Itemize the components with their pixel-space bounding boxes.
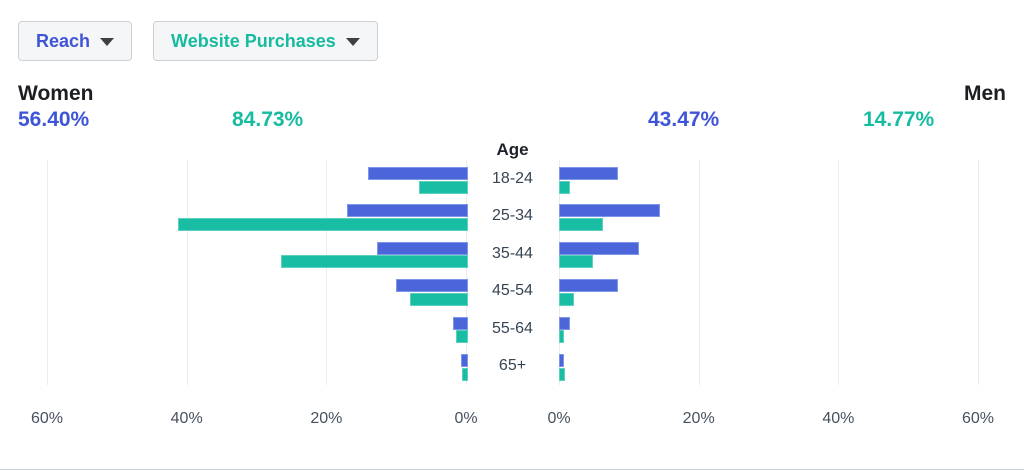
website-purchases-dropdown-label: Website Purchases: [171, 30, 336, 51]
age-label-25-34: 25-34: [492, 207, 533, 225]
chevron-down-icon: [100, 38, 115, 46]
bar-men-reach-25-34: [559, 204, 661, 218]
demographics-chart: Age 60% 40% 20% 0% 0% 20% 40% 60% 18-24 25-34 35-4…: [0, 140, 1024, 450]
x-tick-left-60: 60%: [30, 410, 64, 427]
bar-women-reach-65+: [461, 354, 468, 367]
bar-men-website-purchases-18-24: [559, 180, 571, 194]
bar-men-reach-18-24: [559, 167, 619, 180]
bar-women-website-purchases-45-54: [410, 292, 468, 306]
gridline-right-40: [838, 160, 840, 385]
gridline-left-40: [186, 160, 188, 385]
metric-selectors: Reach Website Purchases: [18, 21, 378, 61]
x-tick-left-0: 0%: [454, 410, 478, 427]
x-tick-right-40: 40%: [822, 410, 855, 427]
reach-dropdown[interactable]: Reach: [18, 21, 133, 61]
x-tick-right-20: 20%: [682, 410, 715, 427]
bar-women-website-purchases-55-64: [455, 330, 468, 344]
bar-men-reach-35-44: [559, 241, 639, 255]
gridline-right-60: [978, 160, 979, 385]
bar-men-website-purchases-35-44: [559, 255, 594, 269]
age-label-55-64: 55-64: [492, 319, 533, 337]
reach-dropdown-label: Reach: [36, 30, 91, 51]
x-tick-right-0: 0%: [547, 410, 571, 427]
bar-women-reach-25-34: [346, 204, 468, 218]
bar-men-website-purchases-45-54: [559, 292, 574, 306]
age-label-35-44: 35-44: [492, 244, 533, 262]
bar-men-website-purchases-55-64: [559, 330, 565, 344]
bar-women-website-purchases-65+: [461, 367, 468, 381]
x-tick-right-60: 60%: [961, 410, 995, 427]
bar-men-website-purchases-65+: [559, 367, 565, 381]
age-label-45-54: 45-54: [492, 282, 533, 300]
age-label-65+: 65+: [498, 357, 527, 374]
chevron-down-icon: [345, 38, 360, 46]
women-reach-percentage: 56.40%: [18, 108, 90, 131]
men-reach-percentage: 43.47%: [648, 108, 720, 131]
x-tick-left-20: 20%: [310, 410, 343, 427]
x-tick-left-40: 40%: [170, 410, 203, 427]
gridline-right-0: [559, 160, 560, 385]
bar-men-reach-55-64: [559, 316, 571, 330]
bar-women-reach-55-64: [452, 316, 468, 330]
gridline-left-0: [466, 160, 467, 385]
bar-women-reach-35-44: [377, 241, 468, 255]
bar-women-reach-18-24: [368, 167, 468, 180]
gridline-left-20: [326, 160, 328, 385]
bar-men-reach-45-54: [559, 279, 619, 293]
bar-women-website-purchases-18-24: [418, 180, 468, 194]
women-purchases-percentage: 84.73%: [232, 108, 304, 131]
age-label-18-24: 18-24: [492, 170, 533, 187]
bar-women-website-purchases-25-34: [177, 217, 468, 231]
women-heading: Women: [18, 82, 94, 105]
bar-men-reach-65+: [559, 354, 565, 367]
gridline-left-60: [47, 160, 48, 385]
bar-women-website-purchases-35-44: [280, 255, 468, 269]
age-axis-title: Age: [496, 140, 529, 159]
men-purchases-percentage: 14.77%: [863, 108, 935, 131]
gridline-right-20: [698, 160, 700, 385]
bar-men-website-purchases-25-34: [559, 217, 603, 231]
website-purchases-dropdown[interactable]: Website Purchases: [153, 21, 378, 61]
bar-women-reach-45-54: [396, 279, 468, 293]
men-heading: Men: [964, 82, 1006, 105]
